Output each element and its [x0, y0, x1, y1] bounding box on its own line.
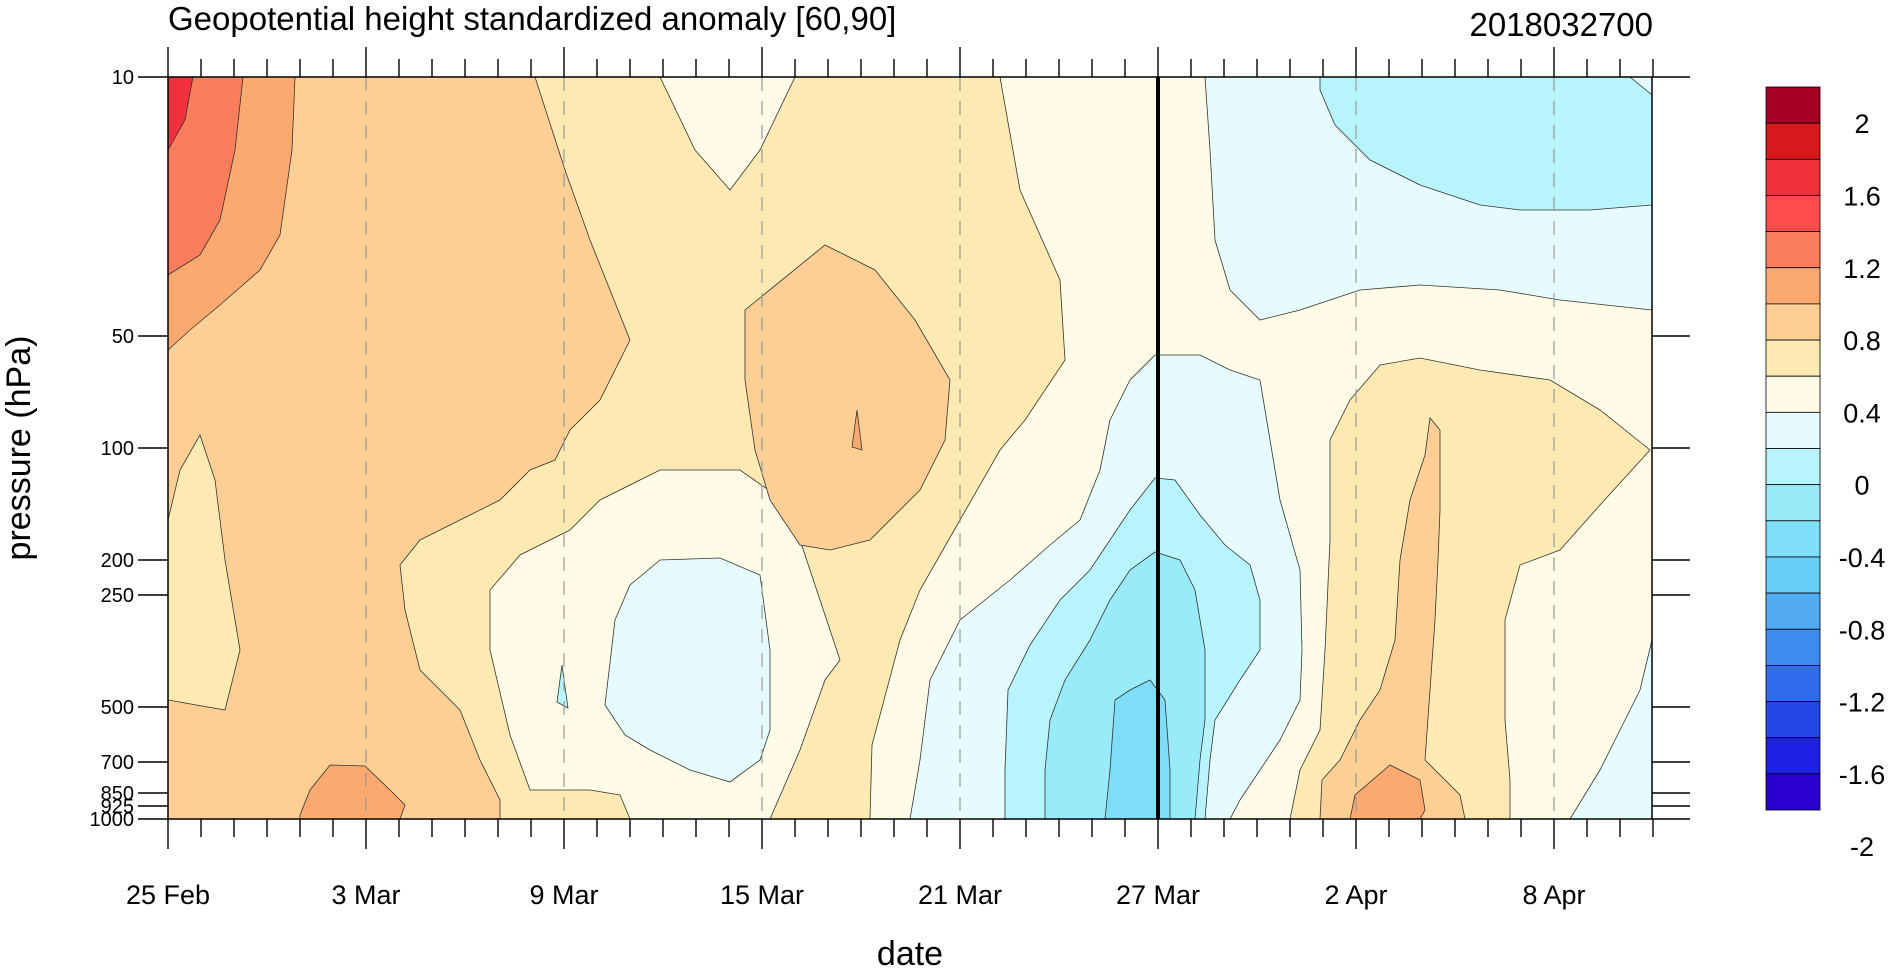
x-axis: 25 Feb 3 Mar 9 Mar 15 Mar 21 Mar 27 Mar 2 Apr 8… [126, 47, 1654, 910]
colorbar-label: 0.4 [1843, 398, 1881, 428]
colorbar-swatch [1765, 592, 1821, 630]
colorbar-swatch [1765, 158, 1821, 196]
y-tick-label: 700 [101, 752, 134, 774]
colorbar-swatch [1765, 665, 1821, 702]
colorbar-label: -1.2 [1839, 688, 1886, 718]
y-tick-label: 250 [101, 585, 134, 607]
colorbar-swatch [1765, 339, 1821, 377]
x-axis-label: date [877, 935, 943, 969]
region-plume-3 [1104, 679, 1171, 819]
x-tick-label: 3 Mar [331, 880, 400, 910]
x-tick-label: 27 Mar [1116, 880, 1200, 910]
x-tick-label: 8 Apr [1522, 880, 1585, 910]
contour-fill [168, 77, 1652, 819]
colorbar-swatch [1765, 195, 1821, 232]
region-right-blue-bottom [1569, 639, 1652, 819]
region-topleft-3 [168, 77, 194, 151]
region-center-cell [604, 557, 771, 783]
colorbar-label: 0 [1854, 471, 1869, 501]
colorbar-swatch [1765, 556, 1821, 594]
colorbar-swatch [1765, 701, 1821, 739]
y-tick-label: 500 [101, 697, 134, 719]
y-tick-label: 1000 [90, 809, 135, 831]
region-right-inner-orange [1319, 417, 1466, 819]
spike-orange [851, 409, 863, 451]
colorbar-swatch [1765, 484, 1821, 522]
colorbar-swatch [1765, 231, 1821, 269]
colorbar-swatch [1765, 737, 1821, 775]
colorbar-swatch [1765, 303, 1821, 341]
colorbar-swatch [1765, 411, 1821, 449]
colorbar-swatch [1765, 520, 1821, 558]
y-tick-label: 925 [101, 796, 134, 818]
region-midblue-top [1319, 77, 1652, 211]
y-tick-label: 50 [112, 326, 134, 348]
colorbar-label: -1.6 [1839, 760, 1886, 790]
colorbar-swatch [1765, 448, 1821, 486]
region-topleft-2 [168, 77, 244, 276]
y-tick-label: 10 [112, 67, 134, 89]
chart-subtitle: 2018032700 [1469, 6, 1653, 43]
colorbar-label: 0.8 [1843, 326, 1881, 356]
region-right-bottom-cell [1349, 764, 1426, 819]
colorbar: 2 1.6 1.2 0.8 0.4 0 -0.4 -0.8 -1.2 -1.6 -2 [1765, 86, 1886, 862]
colorbar-swatch [1765, 267, 1821, 305]
colorbar-swatch [1765, 86, 1821, 124]
y-tick-label: 100 [101, 438, 134, 460]
region-orange-left [168, 77, 631, 819]
x-tick-label: 9 Mar [529, 880, 598, 910]
y-tick-label: 850 [101, 783, 134, 805]
y-tick-label: 200 [101, 550, 134, 572]
colorbar-label: -2 [1850, 832, 1874, 862]
colorbar-swatch [1765, 773, 1821, 811]
colorbar-label: -0.8 [1839, 615, 1886, 645]
region-orange-center [744, 244, 951, 551]
region-orange-island [299, 764, 406, 819]
colorbar-label: 1.6 [1843, 181, 1881, 211]
x-tick-label: 2 Apr [1324, 880, 1387, 910]
x-tick-label: 15 Mar [720, 880, 804, 910]
colorbar-swatch [1765, 122, 1821, 160]
colorbar-swatch [1765, 375, 1821, 413]
region-pale-1 [659, 77, 796, 191]
y-axis-label: pressure (hPa) [0, 336, 38, 561]
colorbar-label: -0.4 [1839, 543, 1886, 573]
colorbar-swatch [1765, 628, 1821, 666]
spike-blue [556, 664, 569, 709]
chart-title: Geopotential height standardized anomaly… [168, 0, 896, 37]
x-tick-label: 25 Feb [126, 880, 210, 910]
colorbar-label: 2 [1854, 109, 1869, 139]
colorbar-label: 1.2 [1843, 254, 1881, 284]
x-tick-label: 21 Mar [918, 880, 1002, 910]
